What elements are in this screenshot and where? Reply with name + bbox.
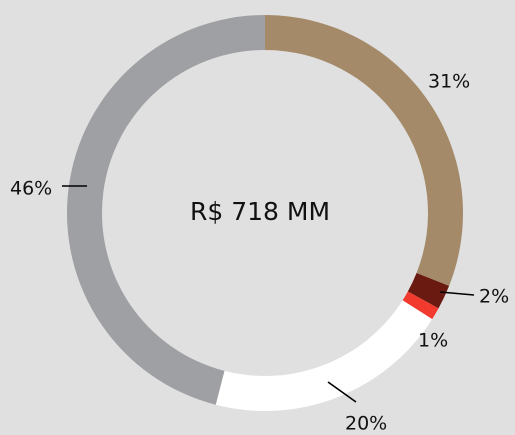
center-text: R$ 718 MM (190, 197, 330, 226)
data-label: 46% (10, 178, 52, 200)
data-label: 2% (479, 286, 509, 308)
data-label: 1% (418, 330, 448, 352)
donut-slice (402, 291, 439, 320)
donut-slice (265, 15, 463, 286)
data-label: 20% (345, 413, 387, 435)
data-label: 31% (428, 71, 470, 93)
donut-slice (66, 14, 265, 405)
leader-line (327, 381, 357, 403)
donut-slice (215, 300, 433, 412)
donut-slice (407, 273, 450, 309)
leader-line (439, 291, 475, 296)
